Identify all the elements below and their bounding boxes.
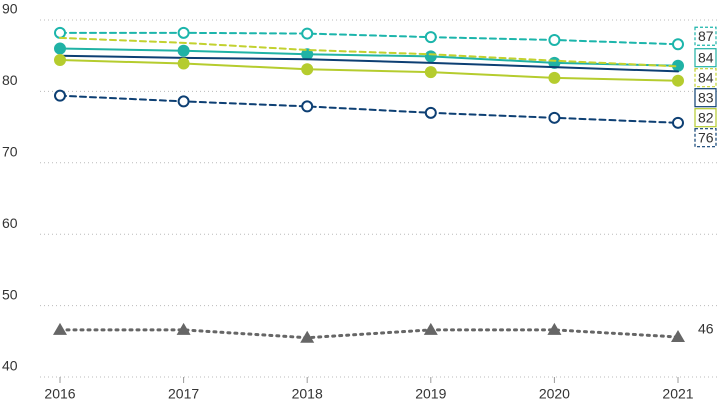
label-box	[694, 128, 717, 148]
marker	[300, 330, 315, 343]
y-tick-label: 90	[2, 1, 18, 17]
marker	[54, 89, 66, 102]
label-box	[694, 48, 717, 68]
value-label: 84	[698, 49, 714, 65]
marker	[177, 44, 190, 57]
marker	[672, 74, 684, 87]
x-tick-label: 2020	[539, 386, 570, 402]
series-line	[59, 54, 679, 73]
marker	[548, 33, 561, 46]
marker	[672, 116, 684, 129]
marker	[424, 50, 437, 63]
label-box	[694, 88, 717, 108]
series-line	[59, 94, 679, 124]
label-box	[694, 108, 717, 128]
label-box	[694, 26, 717, 46]
marker	[54, 42, 66, 55]
series-line	[59, 58, 679, 82]
marker	[177, 26, 190, 39]
value-label: 82	[698, 109, 714, 125]
marker	[54, 26, 66, 39]
value-label: 83	[698, 89, 714, 105]
marker	[177, 57, 190, 70]
marker	[176, 322, 191, 335]
marker	[53, 322, 67, 335]
series-line	[59, 36, 679, 68]
marker	[424, 66, 437, 79]
marker	[301, 63, 314, 76]
marker	[424, 106, 437, 119]
value-label: 87	[698, 28, 714, 44]
marker	[548, 71, 561, 84]
marker	[301, 27, 314, 40]
marker	[177, 95, 190, 108]
x-tick-label: 2019	[415, 386, 446, 402]
series-line	[59, 47, 679, 67]
x-tick-label: 2021	[662, 386, 693, 402]
marker	[54, 53, 66, 66]
value-label: 46	[698, 321, 714, 337]
marker	[424, 31, 437, 44]
y-tick-label: 40	[2, 358, 18, 374]
marker	[672, 38, 684, 51]
y-tick-label: 50	[2, 286, 18, 302]
marker	[423, 322, 438, 335]
marker	[547, 322, 562, 335]
series-line	[59, 31, 679, 46]
marker	[301, 48, 314, 61]
value-label: 84	[698, 69, 714, 85]
y-tick-label: 80	[2, 72, 18, 88]
marker	[548, 111, 561, 124]
series-line	[58, 328, 680, 340]
x-tick-label: 2017	[168, 386, 199, 402]
marker	[301, 100, 314, 113]
x-tick-label: 2016	[44, 386, 75, 402]
label-box	[694, 68, 717, 88]
marker	[671, 330, 685, 343]
value-label: 76	[698, 129, 714, 145]
marker	[672, 59, 684, 72]
y-tick-label: 70	[2, 144, 18, 160]
y-tick-label: 60	[2, 215, 18, 231]
x-tick-label: 2018	[292, 386, 323, 402]
